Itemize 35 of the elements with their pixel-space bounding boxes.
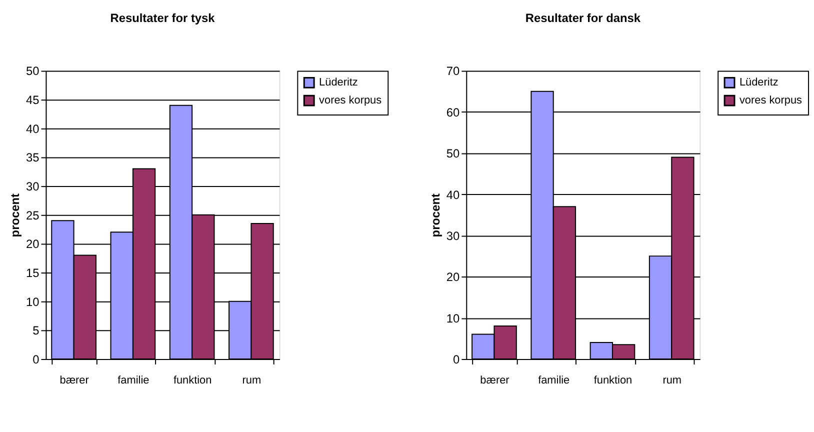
y-tick-label: 15: [26, 266, 40, 280]
x-tick-label: rum: [662, 374, 682, 386]
legend-label: vores korpus: [739, 94, 803, 107]
y-tick-label: 70: [446, 64, 460, 78]
x-tick-label: bærer: [480, 374, 510, 386]
y-axis-title: procent: [428, 194, 442, 238]
y-tick-label: 60: [446, 105, 460, 120]
y-tick-label: 10: [446, 311, 460, 326]
y-tick-label: 40: [26, 122, 40, 136]
chart-title: Resultater for tysk: [110, 11, 216, 26]
y-tick-label: 0: [453, 352, 460, 366]
y-tick-label: 30: [26, 180, 40, 194]
y-tick-label: 5: [32, 324, 40, 338]
y-tick-label: 20: [26, 237, 40, 252]
y-tick-label: 0: [32, 352, 40, 366]
x-tick-label: familie: [538, 374, 570, 386]
y-tick-label: 10: [26, 294, 40, 309]
legend-label: vores korpus: [319, 94, 382, 107]
y-tick-label: 35: [26, 150, 40, 165]
y-tick-label: 25: [26, 208, 40, 222]
y-tick-label: 50: [446, 146, 460, 161]
y-tick-label: 45: [26, 93, 40, 108]
x-tick-label: familie: [118, 374, 150, 386]
x-tick-label: funktion: [594, 374, 632, 386]
chart-title: Resultater for dansk: [525, 11, 641, 26]
x-tick-label: rum: [242, 374, 262, 386]
x-tick-label: bærer: [60, 374, 90, 386]
legend-label: Lüderitz: [319, 76, 358, 89]
y-tick-label: 20: [446, 270, 460, 284]
y-tick-label: 30: [446, 228, 460, 243]
x-tick-label: funktion: [173, 374, 212, 386]
y-axis-title: procent: [8, 194, 22, 238]
legend-label: Lüderitz: [739, 76, 778, 89]
y-tick-label: 50: [26, 64, 40, 78]
y-tick-label: 40: [446, 188, 460, 202]
